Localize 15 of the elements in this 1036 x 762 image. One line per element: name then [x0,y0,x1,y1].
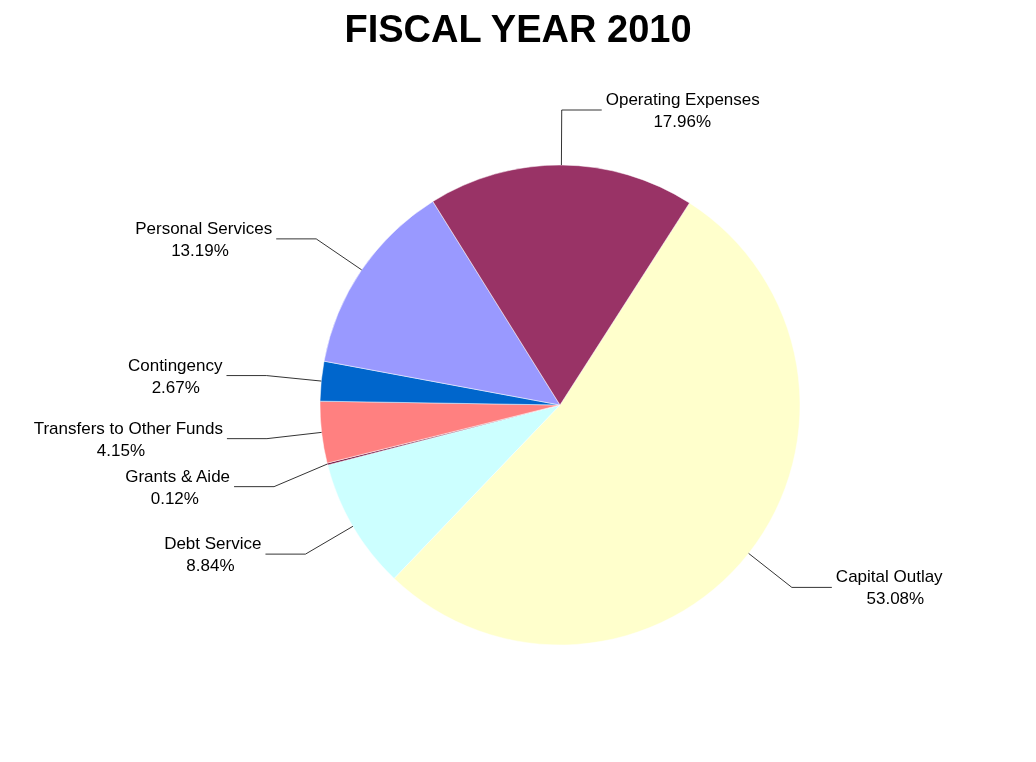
slice-label: Transfers to Other Funds [33,418,223,438]
slice-label: Grants & Aide [125,466,231,486]
slice-label: Debt Service [164,534,262,554]
data-label: 2.67% [151,377,200,397]
slice-label: Capital Outlay [835,567,944,587]
chart-title: FISCAL YEAR 2010 [344,8,692,50]
data-label: 0.12% [150,488,199,508]
slice-label: Operating Expenses [605,90,760,110]
data-label: 17.96% [653,112,712,132]
data-label: 53.08% [866,589,925,609]
slice-label: Personal Services [135,218,273,238]
slice-label: Contingency [127,355,223,375]
data-label: 4.15% [96,440,146,460]
data-label: 13.19% [171,240,229,260]
data-label: 8.84% [186,556,235,576]
